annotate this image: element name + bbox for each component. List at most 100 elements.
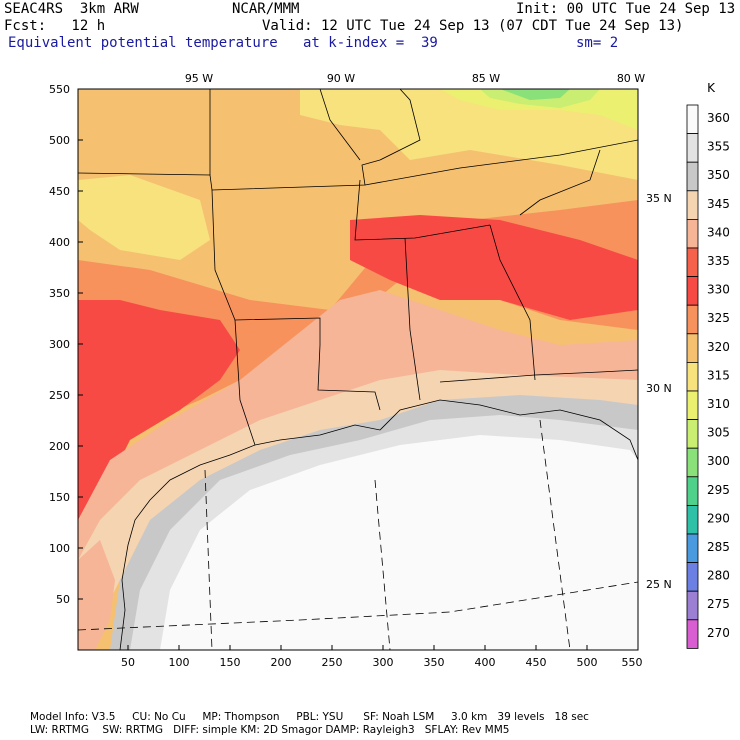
model-title: SEAC4RS 3km ARW (4, 1, 139, 17)
colorbar-label: 280 (707, 569, 730, 583)
colorbar-label: 325 (707, 311, 730, 325)
field-330-east (350, 215, 638, 320)
state-line-ms-al (404, 237, 421, 401)
x-tick-label: 250 (322, 656, 343, 669)
boundaries (78, 89, 638, 650)
colorbar-label: 340 (707, 225, 730, 239)
colorbar-label: 290 (707, 511, 730, 525)
y-tick-label: 250 (49, 389, 70, 402)
x-tick-label: 400 (475, 656, 496, 669)
field-name: Equivalent potential temperature (8, 35, 278, 51)
colorbar-label: 320 (707, 340, 730, 354)
colorbar-swatch (686, 276, 699, 306)
x-tick-label: 100 (169, 656, 190, 669)
colorbar-label: 285 (707, 540, 730, 554)
lon-label: 80 W (617, 72, 645, 85)
colorbar-label: 360 (707, 111, 730, 125)
organization: NCAR/MMM (232, 1, 300, 17)
y-tick-label: 500 (49, 134, 70, 147)
state-line-north (78, 89, 421, 191)
colorbar-swatch (686, 304, 699, 335)
graticule (78, 419, 638, 650)
colorbar-label: 305 (707, 426, 730, 440)
colorbar-swatch (686, 104, 699, 135)
x-tick-label: 50 (121, 656, 135, 669)
state-line-al-ga (489, 224, 536, 381)
colorbar-swatch (686, 161, 699, 192)
init-time: Init: 00 UTC Tue 24 Sep 13 (516, 1, 736, 17)
colorbar-swatch (686, 504, 699, 535)
lat-label: 35 N (646, 192, 672, 205)
valid-time: Valid: 12 UTC Tue 24 Sep 13 (07 CDT Tue … (262, 18, 684, 34)
colorbar-swatch (686, 447, 699, 478)
colorbar-swatch (686, 218, 699, 249)
colorbar-swatch (686, 590, 699, 621)
y-tick-label: 200 (49, 440, 70, 453)
colorbar-swatch (686, 419, 699, 449)
smoothing-label: sm= 2 (576, 35, 619, 51)
colorbar-swatch (686, 333, 699, 363)
theta-e-field (78, 89, 638, 650)
x-tick-label: 450 (526, 656, 547, 669)
y-tick-label: 300 (49, 338, 70, 351)
colorbar-label: 315 (707, 368, 730, 382)
colorbar-swatch (686, 476, 699, 506)
y-tick-label: 400 (49, 236, 70, 249)
forecast-hour: Fcst: 12 h (4, 18, 106, 34)
colorbar-label: 345 (707, 197, 730, 211)
state-line-fl (439, 369, 638, 383)
x-tick-label: 350 (424, 656, 445, 669)
map-frame (77, 88, 639, 651)
colorbar-swatch (686, 133, 699, 163)
colorbar-swatch (686, 361, 699, 392)
state-line-ark-la (211, 189, 381, 411)
y-tick-label: 550 (49, 83, 70, 96)
colorbar-swatch (686, 619, 699, 649)
state-line-tx-la (234, 319, 256, 446)
field-315-west (78, 175, 210, 260)
x-tick-label: 500 (577, 656, 598, 669)
y-tick-label: 150 (49, 491, 70, 504)
field-360 (160, 435, 638, 650)
colorbar-swatch (686, 562, 699, 592)
x-tick-label: 550 (622, 656, 643, 669)
x-axis: 50 100 150 200 250 300 350 400 450 500 5… (121, 645, 643, 669)
colorbar-swatch (686, 247, 699, 278)
gulf-coastline (254, 399, 638, 461)
lon-label: 90 W (327, 72, 355, 85)
colorbar-label: 270 (707, 626, 730, 640)
texas-coastline (119, 444, 256, 650)
lon-label: 95 W (185, 72, 213, 85)
lat-label: 30 N (646, 382, 672, 395)
x-tick-label: 200 (271, 656, 292, 669)
latitude-labels: 35 N 30 N 25 N (646, 192, 672, 591)
colorbar-swatch (686, 390, 699, 421)
state-line-tn-ms (354, 179, 491, 241)
model-info-line2: LW: RRTMG SW: RRTMG DIFF: simple KM: 2D … (30, 724, 510, 736)
colorbar-label: 275 (707, 597, 730, 611)
lon-label: 85 W (472, 72, 500, 85)
field-330-west (78, 300, 240, 540)
colorbar-label: 300 (707, 454, 730, 468)
colorbar-unit: K (707, 81, 716, 95)
x-tick-label: 150 (220, 656, 241, 669)
map-figure: 50 100 150 200 250 300 350 400 450 500 5… (49, 72, 730, 669)
state-line-nc (519, 149, 601, 216)
field-340-sw (78, 540, 115, 650)
y-tick-label: 50 (56, 593, 70, 606)
field-340 (78, 290, 638, 620)
colorbar-swatch (686, 533, 699, 564)
y-tick-label: 100 (49, 542, 70, 555)
model-info-line1: Model Info: V3.5 CU: No Cu MP: Thompson … (30, 711, 589, 723)
longitude-labels: 95 W 90 W 85 W 80 W (185, 72, 645, 85)
y-tick-label: 350 (49, 287, 70, 300)
y-tick-label: 450 (49, 185, 70, 198)
colorbar-label: 310 (707, 397, 730, 411)
colorbar-swatch (686, 190, 699, 220)
colorbar-label: 295 (707, 483, 730, 497)
state-line-ky-tn (364, 139, 638, 186)
colorbar: K 360 355 350 345 340 335 330 325 320 315 310 305 30… (686, 81, 730, 649)
field-300-north (500, 89, 570, 100)
colorbar-label: 350 (707, 168, 730, 182)
k-index-level: at k-index = 39 (303, 35, 438, 51)
